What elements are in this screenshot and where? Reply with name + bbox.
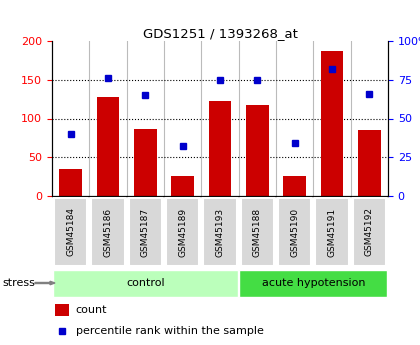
Text: stress: stress [2, 278, 35, 288]
FancyBboxPatch shape [203, 198, 237, 266]
Bar [209, 101, 231, 196]
FancyBboxPatch shape [241, 198, 274, 266]
FancyBboxPatch shape [352, 198, 386, 266]
Text: percentile rank within the sample: percentile rank within the sample [76, 326, 263, 336]
FancyBboxPatch shape [315, 198, 349, 266]
Bar [321, 51, 343, 196]
Bar [358, 130, 381, 196]
Text: GSM45187: GSM45187 [141, 207, 150, 257]
Bar [134, 129, 157, 196]
Text: GSM45186: GSM45186 [103, 207, 113, 257]
Text: count: count [76, 305, 107, 315]
Bar [55, 304, 69, 316]
Text: control: control [126, 278, 165, 288]
Text: GSM45190: GSM45190 [290, 207, 299, 257]
Bar [284, 176, 306, 196]
Bar [171, 176, 194, 196]
FancyBboxPatch shape [54, 198, 87, 266]
FancyBboxPatch shape [91, 198, 125, 266]
FancyBboxPatch shape [129, 198, 162, 266]
Text: GSM45192: GSM45192 [365, 207, 374, 256]
Text: GSM45191: GSM45191 [328, 207, 336, 257]
Text: GSM45193: GSM45193 [215, 207, 225, 257]
Text: GSM45184: GSM45184 [66, 207, 75, 256]
Bar [246, 105, 268, 196]
Text: acute hypotension: acute hypotension [262, 278, 365, 288]
Bar [239, 269, 387, 296]
FancyBboxPatch shape [278, 198, 312, 266]
Bar [53, 269, 238, 296]
Bar [60, 169, 82, 196]
Text: GSM45189: GSM45189 [178, 207, 187, 257]
Title: GDS1251 / 1393268_at: GDS1251 / 1393268_at [142, 27, 297, 40]
FancyBboxPatch shape [166, 198, 200, 266]
Bar [97, 97, 119, 196]
Text: GSM45188: GSM45188 [253, 207, 262, 257]
